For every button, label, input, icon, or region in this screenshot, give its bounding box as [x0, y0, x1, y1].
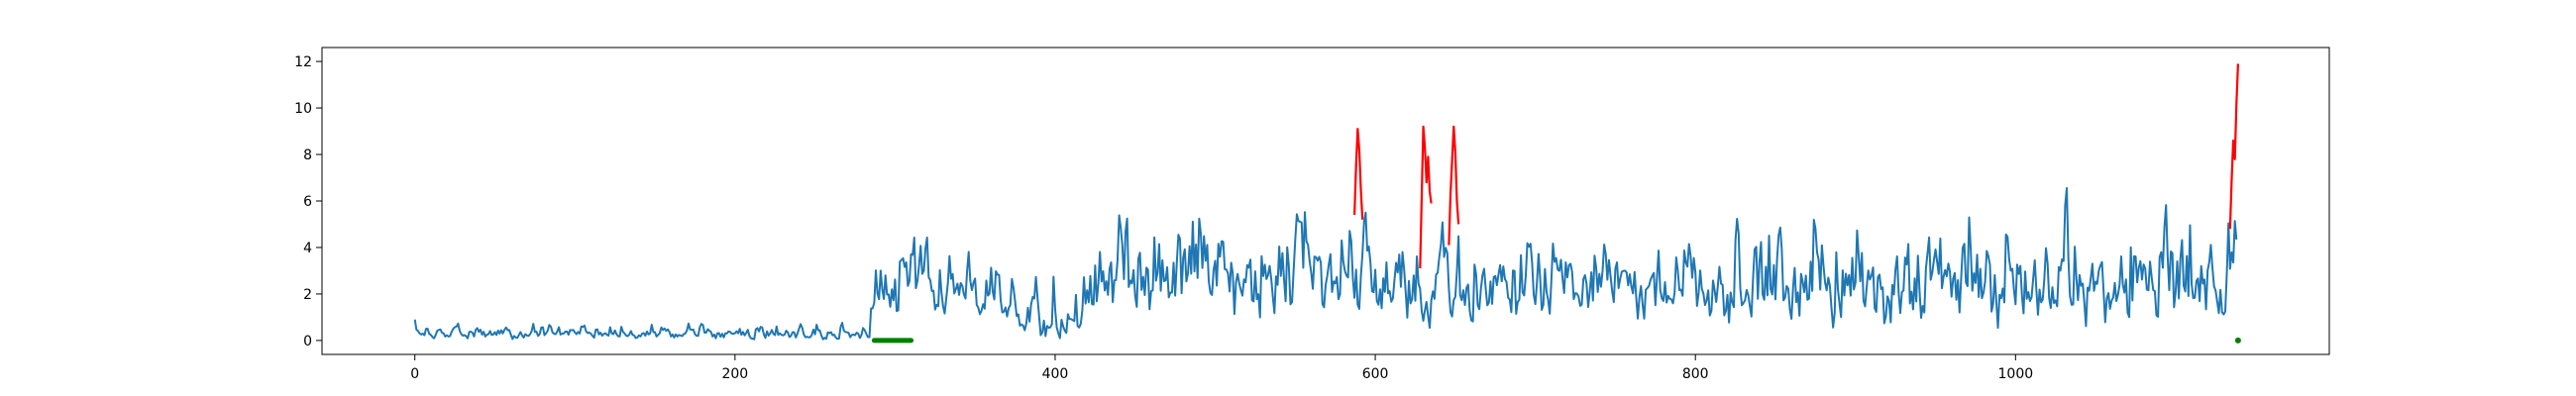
x-tick-label: 0 [410, 366, 419, 382]
anomaly-segment-1 [1352, 128, 1364, 220]
y-tick-label: 6 [303, 194, 312, 210]
series-layer [413, 63, 2240, 341]
y-tick-label: 8 [303, 148, 312, 163]
anomaly-segment-2 [1419, 125, 1433, 269]
y-tick-label: 2 [303, 287, 312, 303]
y-tick-label: 4 [303, 241, 312, 256]
y-tick-label: 10 [294, 101, 312, 117]
x-tick-label: 800 [1682, 366, 1709, 382]
anomaly-segment-4 [2228, 63, 2240, 230]
y-axis: 0 2 4 6 8 10 12 [294, 54, 322, 349]
x-tick-label: 400 [1042, 366, 1069, 382]
y-tick-label: 12 [294, 54, 312, 70]
green-marker-2 [2234, 337, 2241, 344]
x-axis: 0 200 400 600 800 1000 [410, 354, 2033, 382]
signal-series-line [413, 187, 2238, 341]
anomaly-segment-3 [1448, 125, 1460, 246]
x-tick-label: 1000 [1998, 366, 2034, 382]
y-tick-label: 0 [303, 334, 312, 349]
plot-area-frame [321, 47, 2330, 355]
marker-layer [871, 337, 2241, 344]
x-tick-label: 600 [1362, 366, 1389, 382]
x-tick-label: 200 [721, 366, 748, 382]
